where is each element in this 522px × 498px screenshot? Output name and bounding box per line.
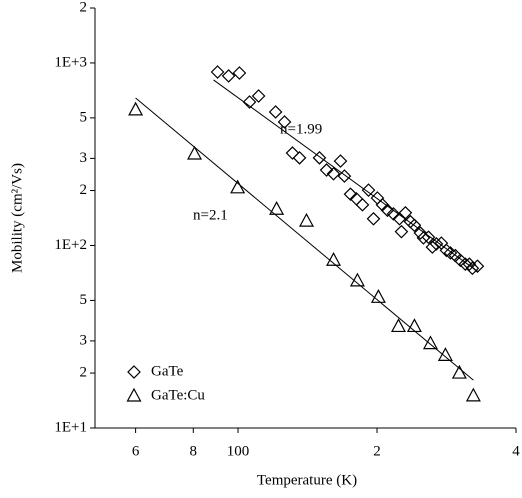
diamond-marker xyxy=(394,224,409,239)
diamond-marker xyxy=(355,197,370,212)
y-tick-label: 1E+1 xyxy=(54,419,87,435)
x-tick-label: 4 xyxy=(512,443,520,459)
diamond-marker xyxy=(398,205,413,220)
diamond-marker xyxy=(319,163,334,177)
diamond-marker xyxy=(337,169,352,183)
diamond-marker xyxy=(326,166,341,181)
legend-label: GaTe:Cu xyxy=(151,387,205,403)
diamond-marker xyxy=(292,151,307,165)
diamond-marker xyxy=(439,243,454,258)
diamond-marker xyxy=(361,183,376,197)
triangle-marker xyxy=(126,387,142,402)
triangle-marker xyxy=(326,251,342,266)
diamond-marker xyxy=(416,231,431,245)
diamond-marker xyxy=(312,151,327,165)
y-tick-label: 5 xyxy=(80,109,88,125)
diamond-marker xyxy=(277,115,292,129)
legend-label: GaTe xyxy=(151,363,184,379)
y-tick-label: 2 xyxy=(80,182,88,198)
diamond-marker xyxy=(343,187,358,202)
diamond-marker xyxy=(421,230,436,245)
diamond-marker xyxy=(268,105,283,119)
triangle-marker xyxy=(349,272,365,287)
x-tick-label: 2 xyxy=(373,443,381,459)
fit-annotation: n=1.99 xyxy=(280,121,322,137)
diamond-marker xyxy=(221,69,236,83)
triangle-marker xyxy=(406,318,422,333)
triangle-marker xyxy=(298,212,315,227)
diamond-marker xyxy=(407,218,422,233)
triangle-marker xyxy=(465,387,481,402)
y-tick-label: 2 xyxy=(80,364,88,380)
diamond-marker xyxy=(333,154,348,168)
triangle-marker xyxy=(370,289,386,303)
triangle-marker xyxy=(451,364,467,379)
triangle-marker xyxy=(128,101,144,116)
triangle-marker xyxy=(437,347,453,361)
diamond-marker xyxy=(386,207,401,221)
triangle-marker xyxy=(230,179,246,194)
diamond-marker xyxy=(413,226,428,240)
y-axis-label: Mobility (cm²/Vs) xyxy=(9,163,25,273)
y-tick-label: 2 xyxy=(80,0,88,15)
diamond-marker xyxy=(462,257,477,272)
diamond-marker xyxy=(470,259,485,274)
y-tick-label: 3 xyxy=(80,150,88,166)
diamond-marker xyxy=(210,65,225,79)
diamond-marker xyxy=(366,211,381,226)
y-tick-label: 3 xyxy=(80,332,88,348)
diamond-marker xyxy=(242,95,257,109)
diamond-marker xyxy=(380,203,395,218)
diamond-marker xyxy=(285,146,300,160)
diamond-marker xyxy=(429,237,444,251)
triangle-marker xyxy=(422,335,438,350)
diamond-marker xyxy=(425,240,440,254)
x-axis-label: Temperature (K) xyxy=(257,472,357,488)
diamond-marker xyxy=(458,257,473,272)
diamond-marker xyxy=(232,66,247,80)
y-tick-label: 1E+3 xyxy=(54,54,87,70)
triangle-marker xyxy=(187,145,203,160)
fit-line xyxy=(135,97,474,381)
diamond-marker xyxy=(127,365,141,379)
y-tick-label: 5 xyxy=(80,292,88,308)
diamond-marker xyxy=(453,253,468,268)
fit-annotation: n=2.1 xyxy=(193,207,228,223)
diamond-marker xyxy=(465,261,480,276)
triangle-marker xyxy=(390,318,406,333)
triangle-marker xyxy=(269,200,285,215)
y-tick-label: 1E+2 xyxy=(54,237,87,253)
diamond-marker xyxy=(251,89,266,103)
x-tick-label: 6 xyxy=(132,443,140,459)
x-tick-label: 100 xyxy=(227,443,250,459)
x-tick-label: 8 xyxy=(190,443,198,459)
fit-line xyxy=(213,79,479,273)
